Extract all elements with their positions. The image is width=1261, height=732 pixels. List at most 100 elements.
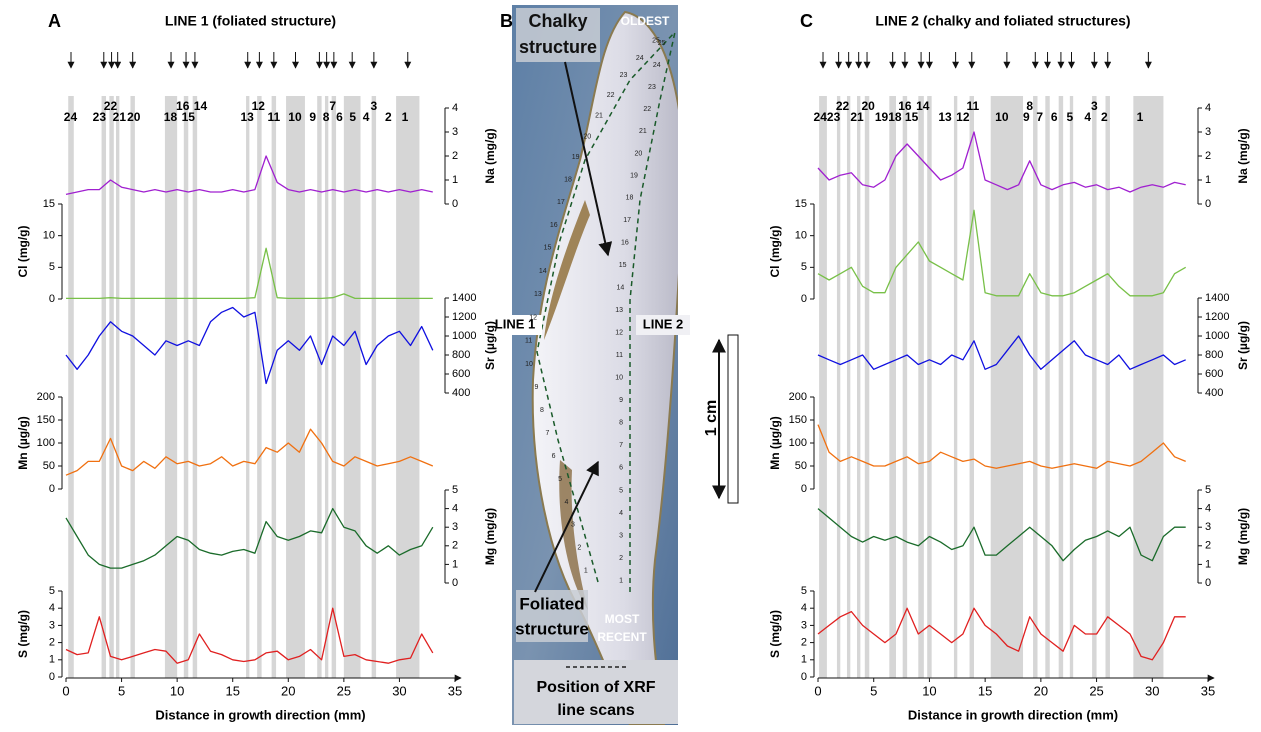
label-box <box>516 8 600 62</box>
scan-point-label: 22 <box>643 106 651 113</box>
y-tick-label: 2 <box>49 637 55 649</box>
band-label: 15 <box>905 110 919 124</box>
scan-point-label: 20 <box>583 133 591 140</box>
scan-line-1 <box>536 31 676 583</box>
legend-text: Position of XRF <box>536 679 655 696</box>
x-tick-label: 10 <box>922 683 936 698</box>
scan-point-label: 20 <box>635 150 643 157</box>
growth-band <box>286 96 305 678</box>
x-tick-label: 15 <box>978 683 992 698</box>
band-label: 4 <box>363 110 370 124</box>
y-axis-label: Cl (mg/g) <box>768 226 782 278</box>
scan-point-label: 23 <box>620 72 628 79</box>
y-tick-label: 4 <box>452 503 458 515</box>
panel-label: A <box>48 11 61 31</box>
x-tick-label: 5 <box>870 683 877 698</box>
scan-point-label: 18 <box>564 176 572 183</box>
y-tick-label: 100 <box>789 437 807 449</box>
x-tick-label: 20 <box>281 683 295 698</box>
growth-band <box>857 96 861 678</box>
x-axis-label: Distance in growth direction (mm) <box>908 707 1118 722</box>
growth-band <box>927 96 932 678</box>
x-tick-label: 35 <box>448 683 462 698</box>
band-label: 7 <box>329 99 336 113</box>
growth-band <box>864 96 870 678</box>
data-line <box>817 335 1186 370</box>
band-label: 9 <box>1023 110 1030 124</box>
y-tick-label: 800 <box>1205 349 1223 361</box>
y-axis-label: S (mg/g) <box>768 610 782 658</box>
band-label: 10 <box>288 110 302 124</box>
y-tick-label: 1 <box>452 558 458 570</box>
x-tick-label: 20 <box>1034 683 1048 698</box>
scale-label: 1 cm <box>703 400 720 436</box>
band-label: 18 <box>888 110 902 124</box>
band-label: 3 <box>371 99 378 113</box>
y-tick-label: 2 <box>1205 540 1211 552</box>
growth-band <box>1033 96 1038 678</box>
y-tick-label: 4 <box>1205 102 1211 114</box>
scan-point-label: 23 <box>648 84 656 91</box>
annotation: MOST <box>605 612 640 626</box>
scan-point-label: 5 <box>558 476 562 483</box>
scan-point-label: 2 <box>619 555 623 562</box>
y-axis-label: Mn (µg/g) <box>16 416 30 470</box>
y-tick-label: 0 <box>452 198 458 210</box>
y-tick-label: 5 <box>1205 484 1211 496</box>
y-tick-label: 4 <box>452 102 458 114</box>
scan-point-label: 15 <box>619 262 627 269</box>
scan-point-label: 4 <box>565 499 569 506</box>
y-tick-label: 150 <box>37 414 55 426</box>
x-axis-label: Distance in growth direction (mm) <box>155 707 365 722</box>
data-line <box>817 424 1186 469</box>
growth-band <box>343 96 361 678</box>
y-tick-label: 0 <box>49 483 55 495</box>
band-label: 6 <box>336 110 343 124</box>
y-tick-label: 0 <box>1205 577 1211 589</box>
x-tick-label: 35 <box>1201 683 1215 698</box>
scan-point-label: 25 <box>658 40 666 47</box>
data-line <box>817 607 1186 661</box>
y-tick-label: 15 <box>43 198 55 210</box>
growth-band <box>918 96 924 678</box>
scan-point-label: 7 <box>546 430 550 437</box>
scan-point-label: 19 <box>630 172 638 179</box>
growth-band <box>183 96 189 678</box>
growth-band <box>371 96 377 678</box>
band-label: 9 <box>309 110 316 124</box>
growth-band <box>116 96 120 678</box>
scan-point-label: 7 <box>619 442 623 449</box>
growth-band <box>1105 96 1110 678</box>
x-tick-label: 0 <box>62 683 69 698</box>
scan-point-label: 21 <box>639 128 647 135</box>
y-tick-label: 50 <box>795 460 807 472</box>
panel-label: B <box>500 11 513 31</box>
band-label: 12 <box>252 99 266 113</box>
growth-band <box>257 96 262 678</box>
scan-point-label: 8 <box>540 407 544 414</box>
x-tick-label: 5 <box>118 683 125 698</box>
data-line <box>817 209 1187 297</box>
band-label: 1 <box>402 110 409 124</box>
chart-title: LINE 1 (foliated structure) <box>165 13 336 29</box>
label-box <box>636 315 690 335</box>
band-label: 12 <box>956 110 970 124</box>
y-tick-label: 0 <box>49 293 55 305</box>
band-label: 24 <box>814 110 828 124</box>
band-label: 14 <box>916 99 930 113</box>
y-tick-label: 600 <box>1205 368 1223 380</box>
scan-point-label: 17 <box>557 199 565 206</box>
band-label: 8 <box>1026 99 1033 113</box>
y-tick-label: 800 <box>452 349 470 361</box>
band-label: 22 <box>836 99 850 113</box>
growth-band <box>164 96 178 678</box>
growth-band <box>130 96 135 678</box>
y-tick-label: 5 <box>49 261 55 273</box>
scan-point-label: 11 <box>616 352 623 359</box>
annotation: Chalky <box>528 11 587 31</box>
y-tick-label: 600 <box>452 368 470 380</box>
band-label: 22 <box>104 99 118 113</box>
growth-band <box>953 96 958 678</box>
x-tick-label: 25 <box>1089 683 1103 698</box>
band-label: 13 <box>240 110 254 124</box>
